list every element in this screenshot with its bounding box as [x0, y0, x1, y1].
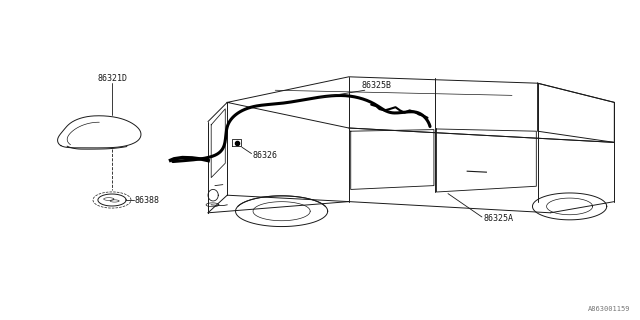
Text: 86388: 86388 [134, 196, 159, 204]
Text: 86326: 86326 [253, 151, 278, 160]
Text: 86325B: 86325B [362, 81, 392, 90]
Text: 86321D: 86321D [97, 74, 127, 83]
Text: 86325A: 86325A [483, 214, 513, 223]
Text: A863001159: A863001159 [588, 306, 630, 312]
